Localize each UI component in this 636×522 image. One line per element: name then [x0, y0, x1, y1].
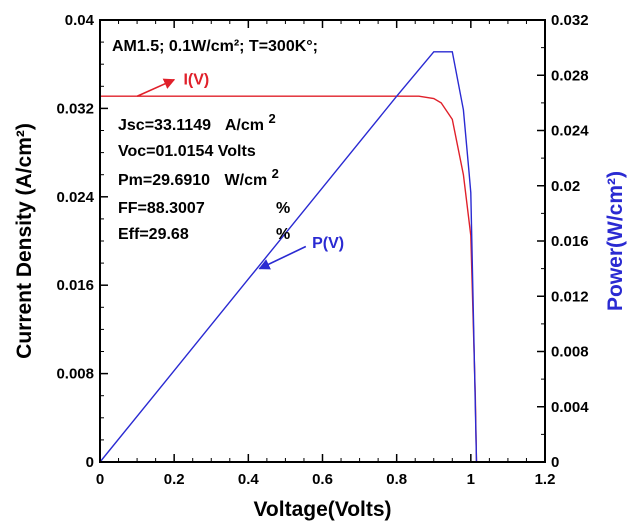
y2-tick-label: 0.028	[551, 67, 589, 84]
x-tick-label: 1.2	[535, 471, 556, 488]
eff-annotation: Eff=29.68 %	[118, 226, 290, 243]
series-layer	[99, 51, 478, 463]
pv-curve	[99, 51, 478, 463]
y-tick-label: 0.032	[56, 100, 94, 117]
eff-value: Eff=29.68	[118, 226, 189, 243]
iv-curve-label: I(V)	[183, 72, 209, 89]
y-tick-label: 0.04	[65, 12, 95, 29]
pv-label-arrow	[258, 245, 307, 270]
y2-tick-label: 0.008	[551, 344, 589, 361]
y-tick-label: 0.008	[56, 366, 94, 383]
y2-tick-label: 0.016	[551, 233, 589, 250]
x-axis-ticks: 0 0.2 0.4 0.6 0.8 1 1.2	[96, 20, 556, 488]
y2-tick-label: 0.004	[551, 399, 589, 416]
ff-unit: %	[276, 200, 290, 217]
pv-curve-label: P(V)	[312, 235, 344, 252]
right-y-axis-title: Power(W/cm²)	[604, 171, 627, 311]
x-tick-label: 0.4	[238, 471, 260, 488]
jsc-unit-sup: 2	[268, 111, 275, 126]
jsc-annotation: Jsc=33.1149 A/cm 2	[118, 111, 276, 134]
y2-tick-label: 0.012	[551, 288, 589, 305]
pm-unit: W/cm	[225, 172, 268, 189]
y-tick-label: 0.016	[56, 277, 94, 294]
y2-tick-label: 0.02	[551, 178, 580, 195]
x-tick-label: 0.2	[164, 471, 185, 488]
left-y-axis-ticks: 0 0.008 0.016 0.024 0.032 0.04	[56, 12, 108, 471]
iv-label-arrow	[136, 78, 176, 97]
y2-tick-label: 0.032	[551, 12, 589, 29]
x-axis-title: Voltage(Volts)	[253, 498, 391, 521]
right-y-axis-ticks: 0 0.004 0.008 0.012 0.016 0.02 0.024 0.028 0.032	[537, 12, 589, 471]
y-tick-label: 0	[86, 454, 94, 471]
x-tick-label: 0	[96, 471, 104, 488]
y-tick-label: 0.024	[56, 189, 94, 206]
pm-unit-sup: 2	[272, 166, 279, 181]
ff-annotation: FF=88.3007 %	[118, 200, 290, 217]
left-y-axis-title: Current Density (A/cm²)	[13, 123, 36, 359]
pm-value: Pm=29.6910	[118, 172, 210, 189]
annotations: AM1.5; 0.1W/cm²; T=300K°; Jsc=33.1149 A/…	[112, 38, 318, 243]
voc-annotation: Voc=01.0154 Volts	[118, 143, 256, 160]
y2-tick-label: 0	[551, 454, 559, 471]
plot-frame	[99, 19, 546, 463]
jsc-value: Jsc=33.1149	[118, 117, 211, 134]
curve-label-arrows: I(V) P(V)	[136, 72, 344, 270]
x-tick-label: 0.6	[312, 471, 333, 488]
iv-curve	[100, 95, 478, 463]
conditions-annotation: AM1.5; 0.1W/cm²; T=300K°;	[112, 38, 318, 55]
ff-value: FF=88.3007	[118, 200, 205, 217]
eff-unit: %	[276, 226, 290, 243]
y2-tick-label: 0.024	[551, 123, 589, 140]
pm-annotation: Pm=29.6910 W/cm 2	[118, 166, 279, 189]
x-tick-label: 1	[467, 471, 475, 488]
jsc-unit: A/cm	[225, 117, 264, 134]
x-tick-label: 0.8	[386, 471, 407, 488]
